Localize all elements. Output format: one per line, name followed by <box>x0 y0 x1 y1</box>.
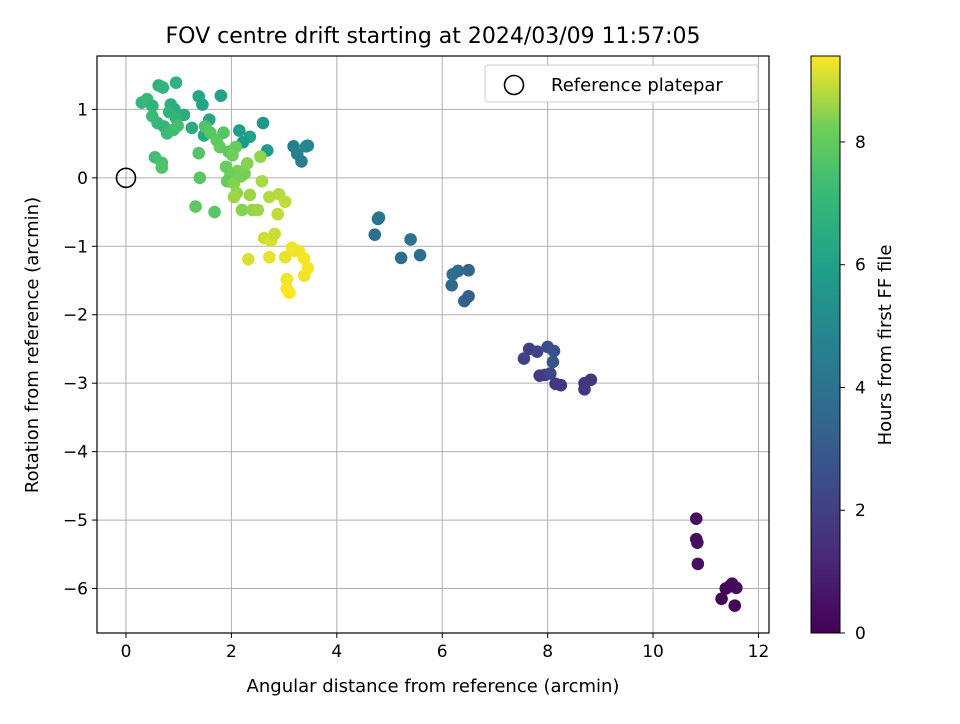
scatter-point <box>530 345 544 358</box>
x-tick-label: 10 <box>642 642 664 662</box>
scatter-point <box>691 557 705 571</box>
scatter-point <box>263 190 276 204</box>
colorbar-tick-label: 6 <box>855 256 866 276</box>
colorbar-tick-label: 4 <box>855 378 866 398</box>
scatter-point <box>283 286 296 300</box>
scatter-point <box>445 278 459 292</box>
colorbar-tick-label: 8 <box>855 133 866 153</box>
scatter-point <box>554 378 568 392</box>
scatter-point <box>243 188 257 202</box>
scatter-point <box>217 126 230 139</box>
scatter-point <box>241 252 255 266</box>
legend: Reference platepar <box>484 64 759 103</box>
scatter-point <box>256 116 270 130</box>
scatter-point <box>584 373 598 387</box>
y-tick-label: −3 <box>63 374 88 394</box>
y-tick-label: −1 <box>63 237 88 257</box>
scatter-point <box>547 344 561 358</box>
scatter-point <box>251 203 265 217</box>
colorbar-tick-label: 2 <box>855 501 866 521</box>
x-tick-label: 8 <box>542 642 553 662</box>
data-points <box>135 76 743 612</box>
scatter-point <box>214 89 228 102</box>
scatter-point <box>268 227 281 241</box>
scatter-point <box>451 264 465 278</box>
y-tick-label: 0 <box>77 169 88 189</box>
scatter-point <box>517 352 531 365</box>
scatter-point <box>196 98 209 111</box>
chart-title: FOV centre drift starting at 2024/03/09 … <box>166 24 701 49</box>
y-tick-label: 1 <box>77 100 88 120</box>
plot-frame <box>96 55 770 634</box>
y-tick-label: −2 <box>63 306 88 326</box>
y-axis-ticks: 1 0 −1 −2 −3 −4 −5 −6 <box>63 100 97 600</box>
y-tick-label: −4 <box>63 443 88 463</box>
scatter-point <box>546 355 560 369</box>
scatter-point <box>278 250 292 264</box>
x-tick-label: 12 <box>748 642 770 662</box>
y-tick-label: −5 <box>63 511 88 531</box>
x-tick-label: 6 <box>437 642 448 662</box>
scatter-point <box>226 148 239 162</box>
x-axis-ticks: 0 2 4 6 8 10 12 <box>121 633 770 662</box>
scatter-point <box>185 121 199 135</box>
scatter-point <box>254 150 267 163</box>
reference-marker <box>115 167 137 189</box>
colorbar-label: Hours from first FF file <box>875 245 896 446</box>
scatter-point <box>368 228 382 241</box>
y-axis-label: Rotation from reference (arcmin) <box>22 197 43 493</box>
scatter-point <box>730 581 743 595</box>
colorbar: 0 2 4 6 8 Hours from first FF file <box>810 55 896 644</box>
scatter-point <box>156 81 170 94</box>
scatter-point <box>280 272 294 286</box>
x-axis-label: Angular distance from reference (arcmin) <box>247 676 620 697</box>
colorbar-gradient <box>810 55 841 634</box>
scatter-point <box>233 124 246 137</box>
scatter-point <box>728 599 742 612</box>
legend-reference-marker <box>503 74 525 96</box>
scatter-point <box>689 512 703 525</box>
scatter-point <box>255 174 269 188</box>
x-tick-label: 0 <box>121 642 132 662</box>
scatter-point <box>543 367 557 380</box>
y-tick-label: −6 <box>63 580 88 600</box>
scatter-point <box>462 263 475 277</box>
scatter-point <box>404 233 417 246</box>
colorbar-ticks: 0 2 4 6 8 <box>840 133 866 644</box>
scatter-point <box>297 252 311 265</box>
scatter-point <box>155 161 169 174</box>
legend-box <box>484 64 759 103</box>
scatter-point <box>263 250 276 264</box>
scatter-point <box>171 119 184 133</box>
scatter-point <box>208 205 221 219</box>
x-tick-label: 4 <box>331 642 342 662</box>
scatter-point <box>295 155 308 168</box>
grid-lines <box>97 56 769 633</box>
scatter-point <box>238 167 251 181</box>
colorbar-tick-label: 0 <box>855 624 866 644</box>
scatter-point <box>462 289 475 303</box>
scatter-point <box>192 146 206 160</box>
scatter-point <box>715 592 728 606</box>
scatter-point <box>227 190 241 204</box>
scatter-point <box>413 248 427 262</box>
x-tick-label: 2 <box>226 642 237 662</box>
scatter-point <box>193 171 207 185</box>
scatter-point <box>297 269 311 283</box>
scatter-point <box>271 207 285 221</box>
scatter-point <box>169 76 183 89</box>
scatter-point <box>394 251 408 265</box>
scatter-point <box>691 536 704 549</box>
scatter-point <box>372 211 386 224</box>
scatter-point <box>235 203 249 217</box>
scatter-point <box>301 139 315 152</box>
scatter-point <box>240 157 254 170</box>
scatter-point <box>189 200 202 213</box>
scatter-point <box>278 195 292 209</box>
scatter-point <box>146 99 159 113</box>
legend-label: Reference platepar <box>551 75 723 96</box>
